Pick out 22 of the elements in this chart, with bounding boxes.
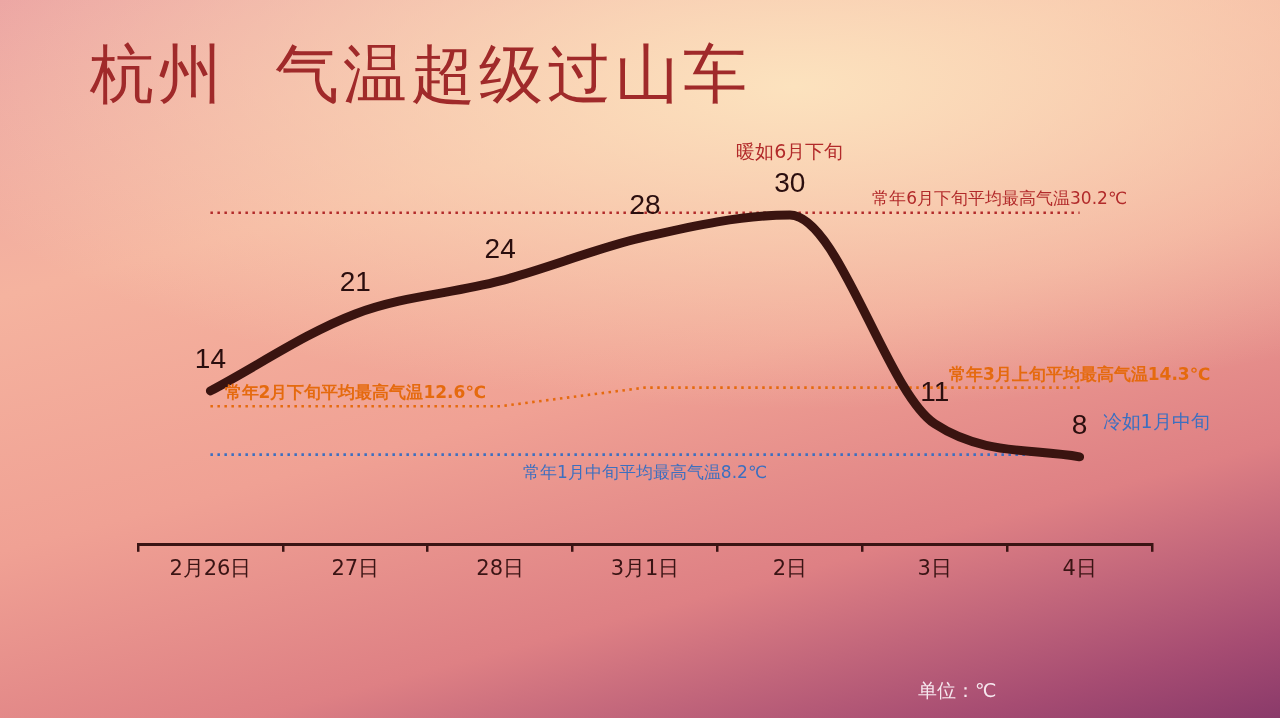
x-tick-label: 3月1日 <box>610 555 680 580</box>
data-label: 8 <box>1071 408 1088 440</box>
data-label: 14 <box>194 342 227 374</box>
annotation: 冷如1月中旬 <box>1102 409 1210 432</box>
data-label: 28 <box>629 188 661 220</box>
x-tick-label: 4日 <box>1062 555 1097 580</box>
x-tick-label: 28日 <box>476 555 525 580</box>
ref-line-label: 常年6月下旬平均最高气温30.2℃ <box>872 187 1127 208</box>
chart-title: 杭州 气温超级过山车 <box>90 36 751 113</box>
data-label: 11 <box>920 375 950 407</box>
annotation: 暖如6月下旬 <box>736 139 844 162</box>
text: 单位：℃ <box>918 678 997 703</box>
annotation: 常年3月上旬平均最高气温14.3℃ <box>948 363 1211 384</box>
data-label: 30 <box>774 166 806 198</box>
ref-line-label: 常年1月中旬平均最高气温8.2℃ <box>523 461 767 482</box>
x-tick-label: 3日 <box>917 555 952 580</box>
x-tick-label: 27日 <box>331 555 380 580</box>
x-tick-label: 2日 <box>772 555 808 580</box>
x-tick-label: 2月26日 <box>169 555 252 580</box>
data-label: 21 <box>339 265 371 297</box>
data-label: 24 <box>484 232 516 264</box>
annotation: 常年2月下旬平均最高气温12.6℃ <box>224 382 486 403</box>
